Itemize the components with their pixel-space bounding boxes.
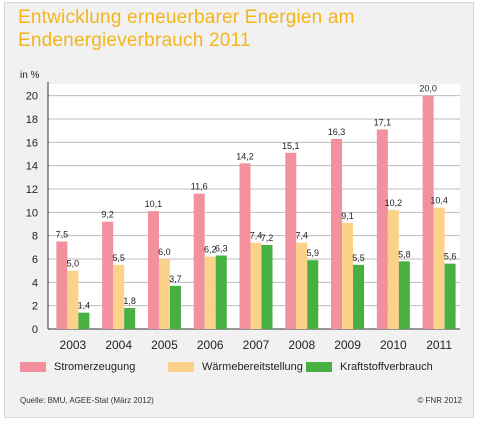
data-label-0-2004: 9,2 [101, 210, 114, 220]
data-label-2-2008: 5,9 [307, 248, 320, 258]
bar-0-2005 [147, 211, 159, 329]
data-label-0-2007: 14,2 [236, 151, 254, 161]
bar-0-2003 [56, 241, 68, 329]
bar-2-2007 [261, 245, 273, 329]
legend-item-strom: Stromerzeugung [20, 361, 135, 373]
bar-0-2008 [285, 152, 297, 329]
bar-0-2010 [376, 129, 388, 329]
bar-2-2006 [215, 255, 227, 329]
data-label-1-2006: 6,2 [204, 245, 217, 255]
data-label-2-2009: 5,5 [352, 253, 365, 263]
bar-1-2006 [204, 256, 216, 329]
y-tick-label-2: 2 [32, 301, 38, 313]
bar-2-2004 [124, 308, 136, 329]
data-label-1-2009: 9,1 [341, 211, 354, 221]
y-tick-label-14: 14 [26, 161, 38, 173]
data-label-2-2005: 3,7 [169, 274, 182, 284]
data-label-1-2004: 5,5 [112, 253, 125, 263]
bar-1-2010 [387, 210, 399, 329]
bar-2-2010 [398, 261, 410, 329]
data-label-1-2003: 5,0 [67, 259, 80, 269]
legend-swatch-waerme [168, 362, 194, 372]
legend-label-kraft: Kraftstoffverbrauch [340, 361, 433, 373]
x-tick-label-2006: 2006 [197, 338, 224, 352]
y-tick-label-12: 12 [26, 184, 38, 196]
data-label-2-2010: 5,8 [398, 249, 411, 259]
bar-2-2008 [307, 260, 319, 329]
source-note: Quelle: BMU, AGEE-Stat (März 2012) [20, 396, 154, 405]
y-tick-label-10: 10 [26, 207, 38, 219]
bar-1-2004 [113, 264, 125, 329]
y-tick-label-18: 18 [26, 114, 38, 126]
data-label-0-2006: 11,6 [191, 182, 208, 192]
y-tick-label-8: 8 [32, 231, 38, 243]
y-tick-label-20: 20 [26, 91, 38, 103]
x-tick-label-2004: 2004 [105, 338, 132, 352]
bar-0-2007 [239, 163, 251, 329]
bar-2-2003 [78, 312, 90, 329]
legend: Stromerzeugung Wärmebereitstellung Kraft… [14, 361, 464, 375]
legend-label-strom: Stromerzeugung [54, 361, 136, 373]
legend-item-kraft: Kraftstoffverbrauch [306, 361, 433, 373]
title-line-2: Endenergieverbrauch 2011 [18, 30, 251, 51]
x-tick-label-2011: 2011 [426, 338, 452, 352]
y-tick-label-6: 6 [32, 254, 38, 266]
data-label-2-2007: 7,2 [261, 233, 274, 243]
data-label-2-2003: 1,4 [78, 301, 91, 311]
x-tick-label-2010: 2010 [380, 338, 407, 352]
copyright-note: © FNR 2012 [417, 396, 462, 405]
legend-swatch-strom [20, 362, 46, 372]
bar-1-2003 [67, 270, 79, 329]
x-tick-label-2003: 2003 [60, 338, 87, 352]
data-label-0-2010: 17,1 [374, 118, 392, 128]
x-tick-label-2008: 2008 [288, 338, 315, 352]
bar-1-2007 [250, 242, 262, 329]
bar-2-2009 [353, 264, 365, 329]
x-tick-label-2005: 2005 [151, 338, 178, 352]
x-tick-label-2009: 2009 [334, 338, 361, 352]
chart-title: Entwicklung erneuerbarer Energien am End… [18, 6, 355, 52]
bar-0-2004 [102, 221, 114, 329]
data-label-0-2011: 20,0 [419, 84, 437, 94]
data-label-1-2011: 10,4 [430, 196, 448, 206]
data-label-2-2004: 1,8 [123, 296, 136, 306]
bar-1-2008 [296, 242, 308, 329]
data-label-2-2011: 5,6 [444, 252, 457, 262]
y-tick-label-16: 16 [26, 137, 38, 149]
data-label-1-2005: 6,0 [158, 247, 171, 257]
bar-1-2009 [342, 222, 354, 329]
data-label-1-2007: 7,4 [250, 231, 263, 241]
bar-0-2009 [331, 138, 343, 329]
bar-1-2011 [433, 207, 445, 329]
y-tick-label-4: 4 [32, 277, 38, 289]
title-line-1: Entwicklung erneuerbarer Energien am [18, 7, 355, 28]
bar-0-2006 [193, 193, 205, 329]
data-label-0-2008: 15,1 [282, 141, 300, 151]
bar-1-2005 [158, 259, 170, 329]
data-label-1-2010: 10,2 [385, 198, 403, 208]
legend-item-waerme: Wärmebereitstellung [168, 361, 303, 373]
data-label-0-2005: 10,1 [145, 199, 163, 209]
legend-label-waerme: Wärmebereitstellung [202, 361, 303, 373]
bar-0-2011 [422, 95, 434, 330]
legend-swatch-kraft [306, 362, 332, 372]
y-axis-unit: in % [20, 70, 40, 81]
x-tick-label-2007: 2007 [243, 338, 270, 352]
data-label-0-2009: 16,3 [328, 127, 346, 137]
data-label-2-2006: 6,3 [215, 244, 228, 254]
y-tick-label-0: 0 [32, 324, 38, 336]
bar-2-2011 [444, 263, 456, 329]
data-label-1-2008: 7,4 [296, 231, 309, 241]
bar-2-2005 [169, 285, 181, 329]
data-label-0-2003: 7,5 [56, 230, 69, 240]
